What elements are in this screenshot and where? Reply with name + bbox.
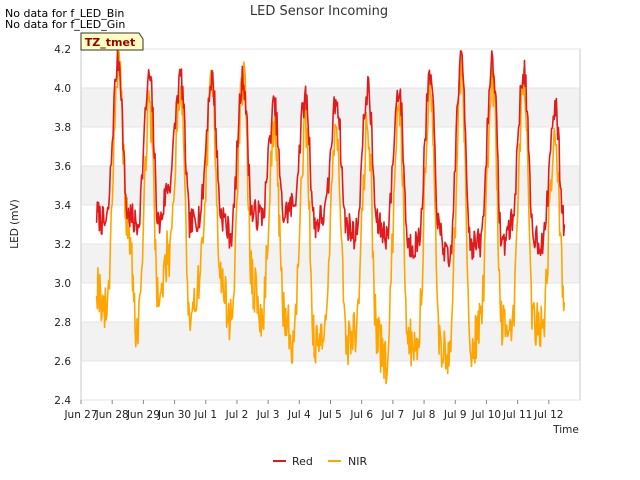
x-tick-label: Jul 5 <box>318 409 342 421</box>
x-tick-label: Jul 3 <box>256 409 280 421</box>
y-tick-label: 4.2 <box>54 44 71 56</box>
legend: Red NIR <box>273 455 367 468</box>
no-data-notice-gin: No data for f_LED_Gin <box>5 18 126 31</box>
x-axis-title: Time <box>552 424 579 436</box>
x-tick-label: Jul 11 <box>502 409 532 421</box>
background-band <box>81 88 580 127</box>
y-axis-title: LED (mV) <box>9 199 21 249</box>
y-tick-label: 2.8 <box>54 317 71 329</box>
x-tick-label: Jul 7 <box>381 409 405 421</box>
legend-label-red: Red <box>292 455 313 468</box>
x-tick-label: Jul 2 <box>225 409 249 421</box>
series-layer <box>95 50 566 385</box>
y-tick-label: 2.4 <box>54 395 71 407</box>
y-tick-label: 4.0 <box>54 83 71 95</box>
x-tick-label: Jul 9 <box>443 409 467 421</box>
x-tick-label: Jul 6 <box>349 409 373 421</box>
x-tick-label: Jun 27 <box>63 409 97 421</box>
tag-box: TZ_tmet <box>80 32 144 51</box>
x-tick-label: Jul 10 <box>471 409 501 421</box>
x-tick-label: Jun 29 <box>126 409 160 421</box>
tag-label: TZ_tmet <box>85 36 135 49</box>
tag-box-shape <box>80 32 144 51</box>
x-tick-label: Jul 12 <box>533 409 563 421</box>
y-tick-label: 2.6 <box>54 356 71 368</box>
series-line-red <box>95 50 566 268</box>
y-tick-label: 3.6 <box>54 161 71 173</box>
y-tick-label: 3.8 <box>54 122 71 134</box>
x-tick-label: Jul 1 <box>193 409 217 421</box>
chart-title: LED Sensor Incoming <box>250 4 388 19</box>
no-data-notice-bin: No data for f_LED_Bin <box>5 7 125 20</box>
series-line-nir <box>95 50 566 385</box>
y-tick-label: 3.2 <box>54 239 71 251</box>
x-tick-label: Jun 28 <box>95 409 129 421</box>
x-tick-label: Jul 4 <box>287 409 311 421</box>
y-tick-label: 3.0 <box>54 278 71 290</box>
legend-label-nir: NIR <box>348 455 367 468</box>
background-band <box>81 322 580 361</box>
x-tick-label: Jul 8 <box>412 409 436 421</box>
y-tick-label: 3.4 <box>54 200 71 212</box>
x-tick-label: Jun 30 <box>157 409 191 421</box>
